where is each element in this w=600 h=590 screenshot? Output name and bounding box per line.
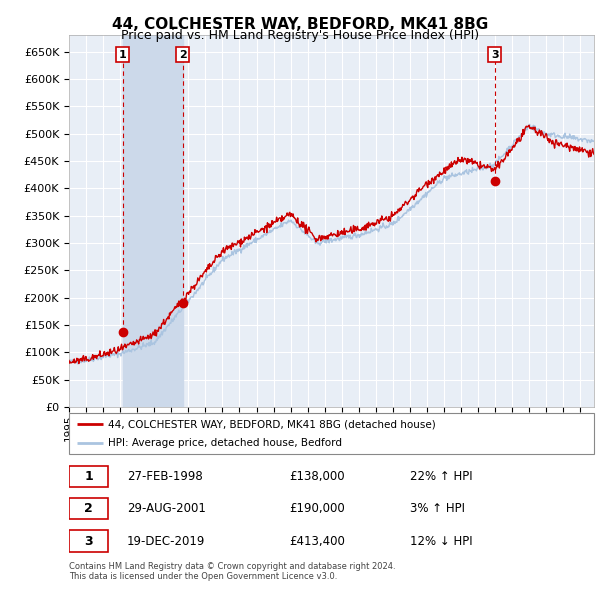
Text: 1: 1 bbox=[85, 470, 93, 483]
FancyBboxPatch shape bbox=[69, 498, 109, 519]
Text: £138,000: £138,000 bbox=[290, 470, 345, 483]
Text: 22% ↑ HPI: 22% ↑ HPI bbox=[410, 470, 473, 483]
Text: Contains HM Land Registry data © Crown copyright and database right 2024.
This d: Contains HM Land Registry data © Crown c… bbox=[69, 562, 395, 581]
Text: 19-DEC-2019: 19-DEC-2019 bbox=[127, 535, 205, 548]
Text: HPI: Average price, detached house, Bedford: HPI: Average price, detached house, Bedf… bbox=[109, 438, 343, 448]
FancyBboxPatch shape bbox=[69, 466, 109, 487]
Text: 29-AUG-2001: 29-AUG-2001 bbox=[127, 502, 206, 515]
Text: 3% ↑ HPI: 3% ↑ HPI bbox=[410, 502, 465, 515]
FancyBboxPatch shape bbox=[69, 413, 594, 454]
Text: 2: 2 bbox=[85, 502, 93, 515]
Text: 3: 3 bbox=[85, 535, 93, 548]
FancyBboxPatch shape bbox=[69, 530, 109, 552]
Text: 2: 2 bbox=[179, 50, 187, 60]
Text: 44, COLCHESTER WAY, BEDFORD, MK41 8BG: 44, COLCHESTER WAY, BEDFORD, MK41 8BG bbox=[112, 17, 488, 31]
Text: 3: 3 bbox=[491, 50, 499, 60]
Text: 27-FEB-1998: 27-FEB-1998 bbox=[127, 470, 203, 483]
Text: Price paid vs. HM Land Registry's House Price Index (HPI): Price paid vs. HM Land Registry's House … bbox=[121, 30, 479, 42]
Bar bbox=[122, 35, 182, 407]
Text: 44, COLCHESTER WAY, BEDFORD, MK41 8BG (detached house): 44, COLCHESTER WAY, BEDFORD, MK41 8BG (d… bbox=[109, 419, 436, 429]
Text: £190,000: £190,000 bbox=[290, 502, 345, 515]
Text: 12% ↓ HPI: 12% ↓ HPI bbox=[410, 535, 473, 548]
Text: 1: 1 bbox=[119, 50, 127, 60]
Text: £413,400: £413,400 bbox=[290, 535, 346, 548]
